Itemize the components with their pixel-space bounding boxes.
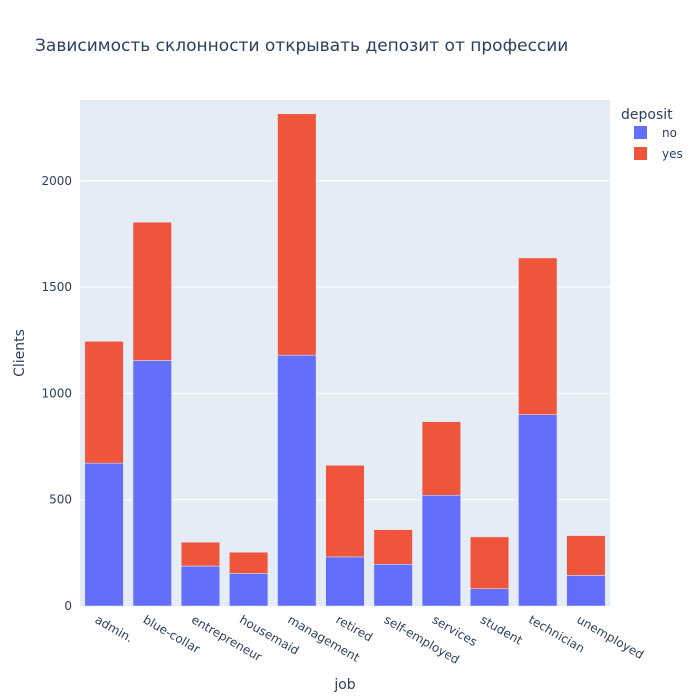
legend-title: deposit [621, 107, 673, 123]
x-tick-labels: admin. blue-collarentrepreneurhousemaidma… [93, 612, 646, 666]
bars [84, 113, 606, 607]
y-tick-label: 2000 [41, 174, 72, 188]
bar-no-entrepreneur [180, 565, 220, 607]
bar-no-retired [325, 556, 365, 607]
x-tick-label: admin. [93, 612, 136, 645]
bar-no-admin [84, 462, 124, 607]
bar-yes-retired [325, 465, 365, 558]
bar-yes-unemployed [566, 535, 606, 576]
x-axis-title: job [333, 677, 355, 693]
y-tick-label: 1000 [41, 386, 72, 400]
bar-yes-admin [84, 341, 124, 464]
legend: deposit no yes [621, 107, 683, 161]
bar-yes-student [470, 536, 510, 590]
bar-yes-management [277, 113, 317, 356]
x-tick-label: student [478, 612, 525, 647]
bar-no-student [470, 588, 510, 607]
legend-label-yes[interactable]: yes [662, 147, 683, 161]
bar-yes-housemaid [229, 551, 269, 574]
bar-no-selfemployed [373, 564, 413, 607]
legend-swatch-yes[interactable] [634, 147, 647, 160]
y-tick-label: 0 [64, 599, 72, 613]
bar-yes-bluecollar [132, 221, 172, 361]
bar-yes-services [421, 421, 461, 496]
y-axis-title: Clients [12, 329, 28, 377]
legend-label-no[interactable]: no [662, 126, 677, 140]
y-tick-label: 500 [49, 493, 72, 507]
bar-yes-entrepreneur [180, 541, 220, 567]
y-tick-labels: 0 500 1000 1500 2000 [41, 174, 72, 613]
y-tick-label: 1500 [41, 280, 72, 294]
bar-no-technician [518, 414, 558, 607]
bar-no-unemployed [566, 575, 606, 607]
bar-no-services [421, 494, 461, 607]
bar-yes-selfemployed [373, 529, 413, 565]
bar-yes-technician [518, 257, 558, 415]
bar-no-management [277, 354, 317, 607]
legend-swatch-no[interactable] [634, 126, 647, 139]
bar-no-housemaid [229, 573, 269, 607]
bar-no-bluecollar [132, 360, 172, 607]
chart-title: Зависимость склонности открывать депозит… [35, 36, 568, 56]
x-tick-label: unemployed [574, 612, 646, 661]
